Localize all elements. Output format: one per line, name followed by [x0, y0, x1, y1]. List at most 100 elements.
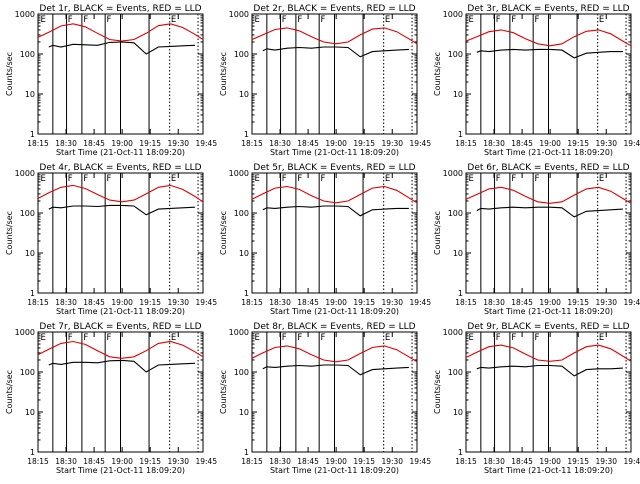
x-tick-label: 19:15: [567, 298, 589, 307]
y-tick-label: 1000: [229, 10, 249, 19]
y-axis-label: Counts/sec: [433, 211, 442, 255]
y-axis-label: Counts/sec: [5, 211, 14, 255]
x-tick-label: 19:00: [325, 298, 347, 307]
y-tick-label: 1: [244, 448, 249, 457]
x-tick-label: 19:30: [167, 139, 189, 148]
x-tick-label: 18:15: [27, 298, 49, 307]
marker-letter: F: [297, 333, 302, 343]
marker-letter: F: [106, 15, 111, 25]
y-tick-label: 1000: [15, 328, 35, 337]
x-tick-label: 18:15: [27, 457, 49, 466]
y-tick-label: 10: [239, 408, 249, 417]
y-tick-label: 1000: [443, 10, 463, 19]
marker-letter: F: [297, 15, 302, 25]
marker-letter: F: [68, 174, 73, 184]
x-tick-label: 18:45: [511, 298, 533, 307]
x-tick-label: 18:15: [455, 139, 477, 148]
y-tick-label: 1000: [229, 169, 249, 178]
y-tick-label: 100: [448, 209, 463, 218]
x-tick-label: 19:45: [409, 457, 431, 466]
marker-letter: E: [171, 333, 176, 343]
x-axis-label: Start Time (21-Oct-11 18:09:20): [270, 307, 399, 316]
y-tick-label: 10: [25, 90, 35, 99]
marker-letter: E: [599, 15, 604, 25]
events-series-line: [476, 206, 623, 218]
marker-letter: F: [106, 333, 111, 343]
y-tick-label: 100: [234, 50, 249, 59]
x-tick-label: 18:30: [483, 457, 505, 466]
x-axis-label: Start Time (21-Oct-11 18:09:20): [56, 307, 185, 316]
marker-letter: F: [511, 333, 516, 343]
marker-letter: F: [83, 333, 88, 343]
y-tick-label: 100: [448, 368, 463, 377]
lld-series-line: [465, 29, 632, 47]
x-tick-label: 19:30: [381, 457, 403, 466]
x-tick-label: 18:15: [455, 298, 477, 307]
x-tick-label: 19:30: [381, 139, 403, 148]
panel-title: Det 4r, BLACK = Events, RED = LLD: [39, 163, 201, 173]
panel-title: Det 1r, BLACK = Events, RED = LLD: [39, 4, 201, 14]
x-tick-label: 18:15: [27, 139, 49, 148]
x-tick-label: 18:45: [297, 457, 319, 466]
x-tick-label: 19:30: [595, 457, 617, 466]
x-tick-label: 19:15: [353, 457, 375, 466]
x-tick-label: 19:15: [139, 298, 161, 307]
y-tick-label: 10: [453, 249, 463, 258]
marker-letter: F: [511, 174, 516, 184]
marker-letter: F: [534, 15, 539, 25]
lld-series-line: [37, 23, 204, 42]
y-tick-label: 1000: [229, 328, 249, 337]
marker-letter: F: [106, 174, 111, 184]
events-series-line: [48, 41, 195, 55]
marker-letter: E: [254, 15, 259, 25]
marker-letter: F: [320, 333, 325, 343]
x-tick-label: 19:00: [111, 457, 133, 466]
events-series-line: [48, 359, 195, 373]
detector-panel: Det 1r, BLACK = Events, RED = LLD 1 10 100 1…: [5, 4, 217, 157]
marker-letter: F: [496, 333, 501, 343]
lld-series-line: [251, 345, 418, 363]
detector-panel: Det 9r, BLACK = Events, RED = LLD 1 10 100 1…: [433, 322, 640, 475]
y-tick-label: 1: [244, 130, 249, 139]
panel-title: Det 9r, BLACK = Events, RED = LLD: [467, 322, 629, 332]
x-tick-label: 18:45: [511, 139, 533, 148]
marker-letter: E: [385, 15, 390, 25]
lld-series-line: [37, 184, 204, 203]
y-tick-label: 1: [244, 289, 249, 298]
marker-letter: E: [468, 174, 473, 184]
marker-letter: F: [83, 174, 88, 184]
y-tick-label: 1: [30, 448, 35, 457]
x-tick-label: 18:45: [297, 139, 319, 148]
panel-title: Det 7r, BLACK = Events, RED = LLD: [39, 322, 201, 332]
detector-panel: Det 7r, BLACK = Events, RED = LLD 1 10 100 1…: [5, 322, 217, 475]
x-tick-label: 18:15: [455, 457, 477, 466]
events-series-line: [48, 204, 195, 216]
lld-series-line: [37, 340, 204, 359]
events-series-line: [262, 364, 409, 376]
marker-letter: E: [40, 15, 45, 25]
marker-letter: F: [320, 15, 325, 25]
y-tick-label: 10: [25, 249, 35, 258]
x-axis-label: Start Time (21-Oct-11 18:09:20): [484, 148, 613, 157]
marker-letter: E: [40, 174, 45, 184]
x-tick-label: 18:15: [241, 457, 263, 466]
lld-series-line: [465, 344, 632, 362]
marker-letter: E: [599, 174, 604, 184]
x-tick-label: 19:45: [195, 457, 217, 466]
x-tick-label: 19:00: [111, 139, 133, 148]
x-tick-label: 19:45: [623, 457, 640, 466]
y-tick-label: 1000: [443, 328, 463, 337]
x-tick-label: 19:15: [567, 457, 589, 466]
x-tick-label: 19:45: [195, 139, 217, 148]
marker-letter: E: [468, 333, 473, 343]
x-axis-label: Start Time (21-Oct-11 18:09:20): [56, 148, 185, 157]
panel-title: Det 6r, BLACK = Events, RED = LLD: [467, 163, 629, 173]
detector-panel: Det 6r, BLACK = Events, RED = LLD 1 10 100 1…: [433, 163, 640, 316]
x-tick-label: 19:45: [623, 298, 640, 307]
marker-letter: F: [282, 333, 287, 343]
x-tick-label: 19:45: [195, 298, 217, 307]
x-tick-label: 19:30: [167, 298, 189, 307]
y-tick-label: 10: [239, 90, 249, 99]
y-tick-label: 10: [25, 408, 35, 417]
